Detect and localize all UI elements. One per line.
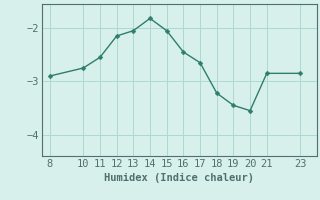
X-axis label: Humidex (Indice chaleur): Humidex (Indice chaleur): [104, 173, 254, 183]
